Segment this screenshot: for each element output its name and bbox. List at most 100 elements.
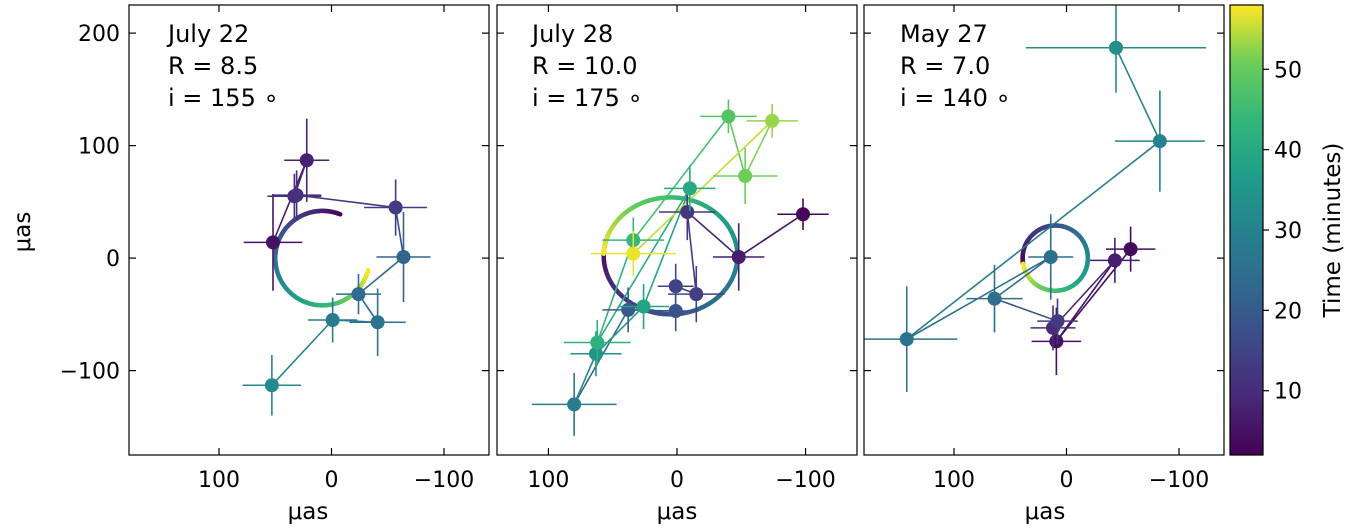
track-line — [727, 116, 746, 177]
data-point — [966, 264, 1023, 333]
data-point — [349, 288, 406, 356]
x-tick-label: −100 — [1149, 468, 1209, 493]
point-marker — [1107, 253, 1122, 268]
data-point — [590, 231, 676, 277]
point-marker — [589, 346, 603, 361]
panel-annotation-inclination: i = 175 ∘ — [532, 84, 643, 112]
point-marker — [796, 207, 810, 222]
panel-annotation-date: May 27 — [900, 20, 988, 48]
point-marker — [1152, 134, 1167, 149]
x-tick-label: −100 — [414, 468, 474, 493]
colorbar-ticks: 10 20 30 40 50 — [1263, 58, 1302, 405]
data-point — [242, 354, 302, 416]
colorbar-label: Time (minutes) — [1320, 143, 1346, 319]
colorbar: 10 20 30 40 50 Time (minutes) — [1229, 4, 1346, 456]
track-line — [271, 319, 334, 386]
track-line — [994, 297, 1058, 322]
panel-annotation-radius: R = 10.0 — [532, 52, 637, 80]
point-marker — [325, 313, 340, 327]
plot-frame — [863, 4, 1225, 456]
point-marker — [388, 200, 403, 215]
x-tick-label: 0 — [1060, 468, 1074, 493]
data-point — [746, 104, 798, 138]
data-point — [652, 290, 699, 332]
axis-ticks: 100 0 −100 — [497, 5, 857, 493]
data-point — [284, 118, 330, 202]
panel-annotation-inclination: i = 140 ∘ — [900, 84, 1011, 112]
ring-track — [601, 195, 740, 317]
y-tick-label: −100 — [60, 360, 120, 385]
track-line — [357, 256, 405, 295]
point-marker — [621, 302, 636, 317]
data-point — [657, 263, 694, 309]
x-tick-label: 100 — [198, 468, 240, 493]
x-tick-label: 0 — [325, 468, 339, 493]
track-line — [994, 256, 1052, 300]
track-line — [1115, 47, 1161, 142]
track-line — [738, 213, 804, 258]
data-points — [531, 99, 829, 436]
panel-may-27: 100 0 −100 May 27 R = 7.0 i = 140 ∘ μas — [863, 4, 1225, 525]
panel-annotation-date: July 22 — [166, 20, 249, 48]
point-marker — [264, 378, 279, 393]
point-marker — [299, 153, 314, 168]
track-line — [296, 194, 396, 209]
point-marker — [289, 188, 304, 203]
x-tick-label: −100 — [775, 468, 835, 493]
point-marker — [567, 397, 582, 412]
data-point — [563, 320, 631, 365]
x-axis-label: μas — [1025, 499, 1066, 525]
point-marker — [721, 109, 736, 124]
point-marker — [1043, 250, 1058, 264]
point-marker — [689, 287, 704, 302]
ring-segment — [365, 267, 371, 275]
data-point — [376, 212, 431, 302]
point-marker — [1049, 334, 1064, 349]
track-line — [632, 115, 730, 241]
data-point — [1037, 298, 1078, 344]
plot-frame — [128, 4, 490, 456]
point-marker — [668, 279, 683, 294]
data-point — [1026, 5, 1206, 93]
point-marker — [636, 299, 651, 314]
track-line — [632, 120, 773, 255]
point-marker — [682, 181, 697, 196]
point-marker — [266, 235, 280, 250]
data-point — [864, 286, 958, 392]
point-marker — [731, 250, 746, 264]
panel-annotation-inclination: i = 155 ∘ — [168, 84, 279, 112]
x-tick-label: 100 — [527, 468, 569, 493]
x-tick-label: 0 — [670, 468, 684, 493]
colorbar-tick-label: 20 — [1274, 299, 1302, 324]
x-tick-label: 100 — [933, 468, 975, 493]
data-point — [243, 194, 303, 291]
track-line — [686, 211, 698, 295]
data-point — [713, 223, 765, 291]
data-point — [1090, 237, 1140, 283]
panel-annotation-date: July 28 — [530, 20, 613, 48]
data-point — [668, 266, 725, 323]
colorbar-tick-label: 10 — [1274, 380, 1302, 405]
panel-annotation-radius: R = 8.5 — [168, 52, 258, 80]
connecting-lines — [573, 115, 804, 405]
point-marker — [1123, 242, 1138, 257]
track-line — [573, 353, 597, 405]
data-point — [1114, 90, 1205, 192]
axis-ticks: 100 0 −100 — [864, 5, 1224, 493]
data-point — [271, 170, 322, 220]
axis-ticks: 100 0 −100 200 100 0 −100 — [60, 5, 489, 493]
data-point — [700, 99, 757, 134]
y-axis-label: μas — [10, 212, 36, 253]
point-marker — [765, 113, 780, 128]
ring-track — [1020, 223, 1091, 293]
track-line — [595, 305, 645, 355]
y-tick-label: 100 — [78, 135, 120, 160]
colorbar-tick-label: 30 — [1274, 219, 1302, 244]
data-point — [713, 147, 778, 205]
data-points — [242, 118, 431, 416]
data-point — [531, 372, 617, 436]
point-marker — [987, 291, 1002, 306]
point-marker — [351, 287, 366, 302]
data-point — [617, 284, 670, 329]
y-tick-label: 200 — [78, 22, 120, 47]
